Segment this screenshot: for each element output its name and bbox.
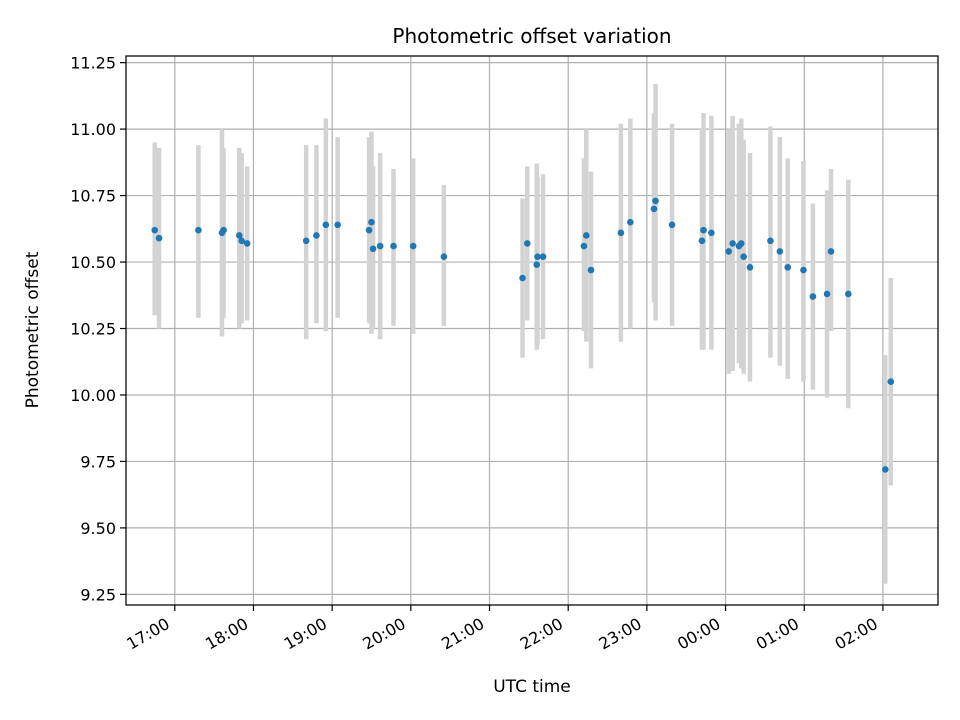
- data-point: [539, 253, 547, 261]
- data-point: [409, 242, 417, 250]
- data-point: [220, 226, 227, 234]
- data-point: [369, 245, 377, 253]
- data-point: [322, 221, 330, 229]
- data-point: [617, 229, 625, 237]
- data-point: [650, 205, 658, 213]
- y-tick-label: 10.00: [70, 386, 116, 405]
- data-point: [627, 218, 634, 226]
- data-point: [698, 237, 706, 245]
- data-point: [587, 266, 595, 274]
- data-points: [151, 197, 895, 473]
- y-axis-ticks: 9.25 9.50 9.75 10.00 10.25 10.50 10.75 11.00 11.…: [70, 54, 126, 604]
- data-point: [195, 226, 202, 234]
- data-point: [652, 197, 659, 205]
- data-point: [881, 466, 889, 473]
- data-point: [827, 248, 835, 255]
- data-point: [440, 253, 448, 261]
- data-point: [236, 232, 243, 239]
- data-point: [740, 253, 747, 261]
- data-point: [365, 226, 373, 234]
- y-tick-label: 10.75: [70, 187, 116, 206]
- data-point: [767, 237, 774, 245]
- plot-frame: [125, 55, 939, 606]
- data-point: [151, 226, 159, 234]
- data-point: [725, 248, 733, 255]
- y-tick-label: 9.50: [80, 519, 116, 538]
- chart-title: Photometric offset variation: [392, 24, 671, 48]
- data-point: [243, 240, 251, 247]
- data-point: [155, 234, 163, 242]
- data-point: [668, 221, 676, 229]
- data-point: [534, 253, 541, 261]
- data-point: [729, 240, 736, 247]
- y-tick-label: 10.25: [70, 320, 116, 339]
- data-point: [368, 218, 375, 226]
- data-point: [580, 242, 588, 250]
- data-point: [887, 378, 895, 385]
- data-point: [376, 242, 384, 250]
- data-point: [700, 226, 707, 234]
- data-point: [302, 237, 310, 245]
- y-tick-label: 9.25: [80, 585, 116, 604]
- data-point: [519, 274, 526, 282]
- data-point: [523, 240, 531, 247]
- y-tick-label: 10.50: [70, 253, 116, 272]
- y-axis-title: Photometric offset: [23, 251, 43, 408]
- data-point: [313, 232, 320, 239]
- y-tick-label: 11.25: [70, 54, 116, 73]
- data-point: [746, 264, 754, 271]
- data-point: [776, 248, 784, 255]
- data-point: [784, 264, 792, 271]
- data-point: [334, 221, 341, 229]
- data-point: [737, 240, 745, 247]
- grid: [126, 56, 938, 605]
- data-point: [800, 266, 807, 274]
- data-point: [582, 232, 590, 239]
- data-point: [533, 261, 541, 268]
- data-point: [809, 293, 817, 300]
- data-point: [390, 242, 397, 250]
- y-tick-label: 9.75: [80, 452, 116, 471]
- x-axis-title: UTC time: [493, 677, 571, 697]
- data-point: [238, 237, 245, 245]
- data-point: [823, 290, 831, 298]
- data-point: [708, 229, 715, 237]
- y-tick-label: 11.00: [70, 120, 116, 139]
- data-point: [845, 290, 852, 298]
